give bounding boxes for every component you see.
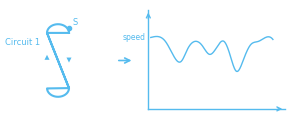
Text: S: S [73, 18, 78, 27]
Text: Circuit 1: Circuit 1 [5, 38, 40, 47]
Text: speed: speed [123, 33, 146, 42]
